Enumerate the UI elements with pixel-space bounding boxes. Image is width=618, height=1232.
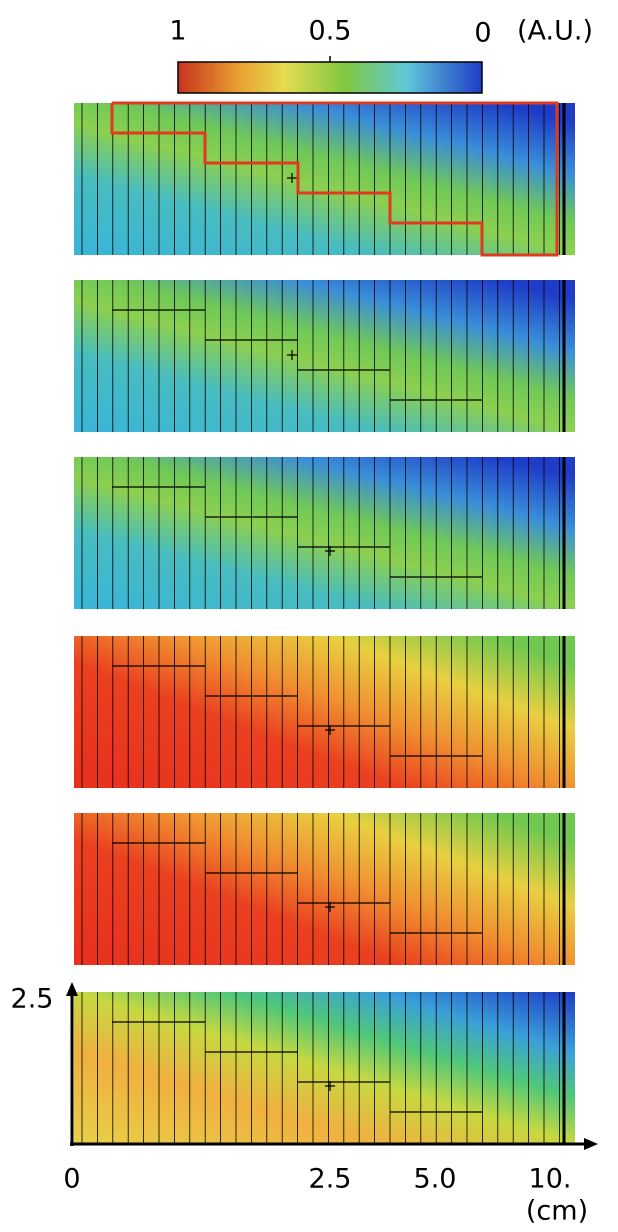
colorbar-label: 0.5 (309, 16, 352, 47)
x-axis-unit: (cm) (526, 1196, 588, 1227)
x-tick-label: 0 (63, 1164, 80, 1195)
x-tick-label: 5.0 (414, 1164, 457, 1195)
cross-marker (325, 546, 335, 556)
y-arrow (66, 982, 78, 996)
cross-marker (325, 1081, 335, 1091)
heatmap-panel (74, 103, 575, 255)
heatmap-panel (74, 280, 575, 432)
cross-marker (325, 902, 335, 912)
heatmap-panel (74, 636, 575, 788)
colorbar-label: 1 (169, 16, 186, 47)
heatmap-panel (74, 992, 575, 1144)
x-tick-label: 2.5 (309, 1164, 352, 1195)
colorbar (177, 61, 483, 94)
x-tick-label: 10. (529, 1164, 572, 1195)
cross-marker (325, 725, 335, 735)
region-outline (110, 101, 559, 257)
y-tick-label: 2.5 (11, 984, 54, 1015)
cross-marker (287, 173, 297, 183)
panels (74, 101, 575, 1144)
colorbar-unit: (A.U.) (517, 16, 593, 47)
x-arrow (584, 1138, 598, 1150)
heatmap-panel (74, 457, 575, 609)
cross-marker (287, 350, 297, 360)
colorbar-label: 0 (474, 18, 491, 49)
heatmap-panel (74, 813, 575, 965)
